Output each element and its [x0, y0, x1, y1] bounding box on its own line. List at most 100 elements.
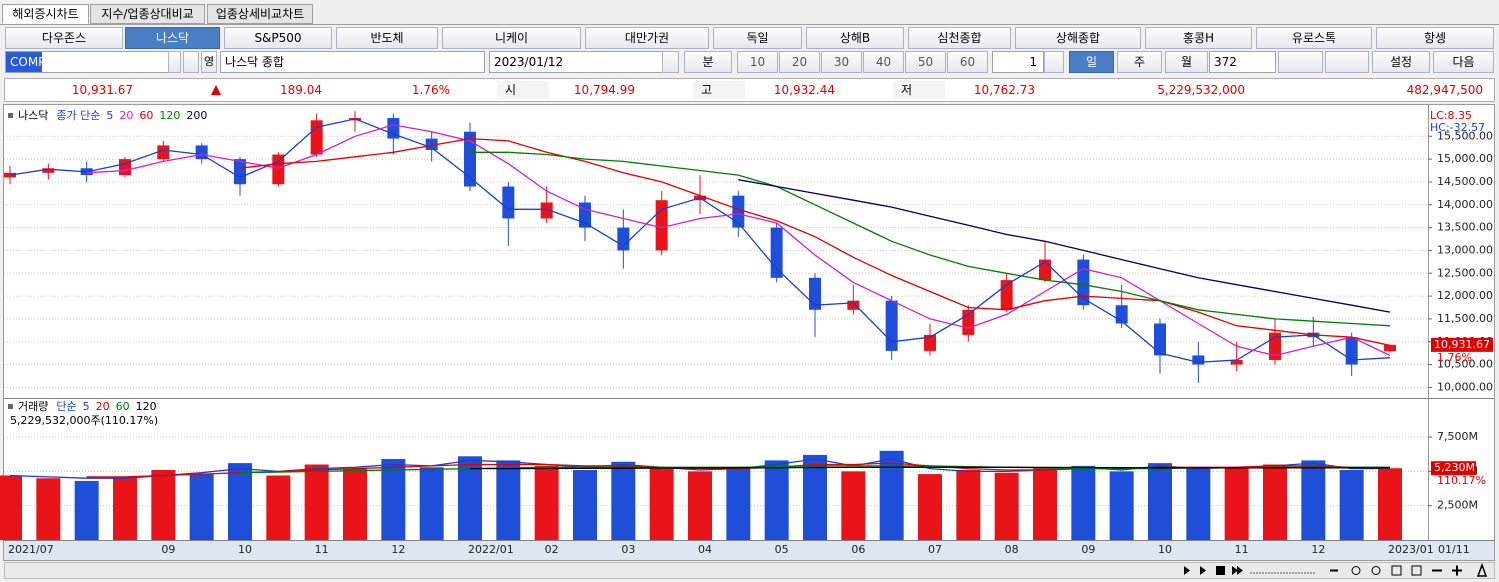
code-dropdown[interactable] — [168, 51, 181, 73]
candle-body — [234, 159, 246, 185]
chart-type-button[interactable] — [1325, 51, 1369, 73]
volume-bar — [189, 474, 214, 540]
candle-body — [617, 227, 630, 251]
x-tick-label: 08 — [1005, 543, 1019, 556]
period-button[interactable]: 10 — [737, 51, 778, 73]
market-button[interactable]: 항셍 — [1376, 27, 1494, 49]
minute-button[interactable]: 분 — [684, 51, 732, 73]
count-select[interactable]: 1 — [992, 51, 1044, 73]
day-button[interactable]: 일 — [1069, 51, 1114, 73]
volume-bar — [304, 464, 329, 540]
period-button[interactable]: 60 — [947, 51, 988, 73]
count-input[interactable]: 372 — [1209, 51, 1276, 73]
quote-high: 10,932.44 — [773, 83, 835, 97]
market-button[interactable]: 니케이 — [442, 27, 581, 49]
volume-bar — [649, 468, 674, 540]
market-button[interactable]: 유로스톡 — [1256, 27, 1372, 49]
tab-line — [0, 24, 1499, 25]
ma-line — [86, 124, 1391, 357]
quote-bar — [4, 78, 1495, 102]
market-button[interactable]: 심천종합 — [908, 27, 1011, 49]
y-tick-label: 14,500.00 — [1437, 175, 1493, 188]
market-button[interactable]: 홍콩H — [1145, 27, 1252, 49]
candle-body — [272, 154, 285, 185]
month-button[interactable]: 월 — [1165, 51, 1208, 73]
x-tick-label: 12 — [1311, 543, 1325, 556]
last-volume-label: 5,230M — [1434, 461, 1475, 474]
volume-bar — [0, 475, 22, 540]
name-field[interactable]: 나스닥 종합 — [220, 51, 485, 73]
chart: 10,000.0010,500.0011,000.0011,500.0012,0… — [0, 104, 1495, 561]
x-tick-label: 06 — [851, 543, 865, 556]
nav-buttons[interactable] — [1180, 563, 1495, 578]
volume-bar — [381, 459, 406, 540]
high-label: 고 — [693, 81, 745, 99]
x-tick-label: 03 — [621, 543, 635, 556]
scrollbar[interactable] — [4, 562, 1495, 579]
tab[interactable]: 지수/업종상대비교 — [90, 4, 205, 24]
volume-bar — [803, 454, 827, 540]
x-tick-label: 10 — [1158, 543, 1172, 556]
market-button[interactable]: 상해종합 — [1015, 27, 1141, 49]
candle-body — [579, 202, 591, 228]
volume-bar — [1263, 464, 1287, 540]
open-label: 시 — [497, 81, 549, 99]
chart-style-button[interactable] — [1278, 51, 1323, 73]
period-button[interactable]: 20 — [779, 51, 820, 73]
y-tick-label: 10,500.00 — [1437, 358, 1493, 371]
legend-entry: 60 — [139, 109, 153, 122]
quote-low: 10,762.73 — [973, 83, 1035, 97]
next-button[interactable]: 다음 — [1433, 51, 1494, 73]
x-tick-label: 12 — [391, 543, 405, 556]
y-tick-label: 15,000.00 — [1437, 152, 1493, 165]
period-button[interactable]: 40 — [863, 51, 904, 73]
market-button[interactable]: 대만가권 — [585, 27, 709, 49]
market-button[interactable]: S&P500 — [224, 27, 332, 49]
y-tick-label: 10,000.00 — [1437, 380, 1493, 393]
x-tick-label: 2021/07 — [8, 543, 54, 556]
x-tick-label: 07 — [928, 543, 942, 556]
count-dropdown[interactable] — [1044, 51, 1064, 73]
x-tick-label: 10 — [238, 543, 252, 556]
x-tick-label: 02 — [545, 543, 559, 556]
up-icon — [211, 85, 221, 95]
market-button[interactable]: 상해B — [806, 27, 904, 49]
period-button[interactable]: 30 — [821, 51, 862, 73]
volume-bar — [419, 467, 444, 540]
calendar-button[interactable] — [662, 51, 679, 73]
week-button[interactable]: 주 — [1117, 51, 1162, 73]
market-button[interactable]: 나스닥 — [125, 27, 220, 49]
legend: 나스닥 종가 단순 5 20 60 120 200 — [18, 109, 207, 122]
market-button[interactable]: 독일 — [713, 27, 802, 49]
x-tick-label: 11 — [1235, 543, 1249, 556]
volume-bar — [1301, 460, 1326, 540]
candle-body — [425, 138, 438, 150]
market-button[interactable]: 반도체 — [336, 27, 438, 49]
volume-bar — [113, 476, 137, 540]
candle-body — [1384, 344, 1396, 352]
period-button[interactable]: 50 — [905, 51, 946, 73]
lang-button[interactable]: 영 — [201, 51, 217, 73]
settings-button[interactable]: 설정 — [1372, 51, 1430, 73]
candle-body — [42, 168, 55, 173]
legend-entry: 5 — [83, 400, 90, 413]
y-tick-label: 13,500.00 — [1437, 221, 1493, 234]
x-tick-label: 2022/01 — [468, 543, 514, 556]
candle-body — [540, 202, 553, 219]
tab[interactable]: 업종상세비교차트 — [207, 4, 313, 24]
date-input[interactable]: 2023/01/12 — [489, 51, 663, 73]
quote-change: 189.04 — [280, 83, 322, 97]
search-button[interactable] — [183, 51, 199, 73]
code-input[interactable]: COMP — [5, 51, 169, 73]
candle-body — [924, 334, 936, 351]
ma-line — [470, 151, 1391, 327]
tab[interactable]: 해외증시차트 — [2, 4, 89, 24]
volume-bar — [228, 463, 252, 540]
volume-bar — [1109, 471, 1134, 540]
volume-bar — [1148, 463, 1172, 540]
volume-bar — [36, 478, 61, 540]
legend-label: 단순 — [56, 400, 76, 413]
ma-line — [239, 137, 1391, 347]
market-button[interactable]: 다우존스 — [5, 27, 123, 49]
volume-bar — [841, 471, 866, 540]
